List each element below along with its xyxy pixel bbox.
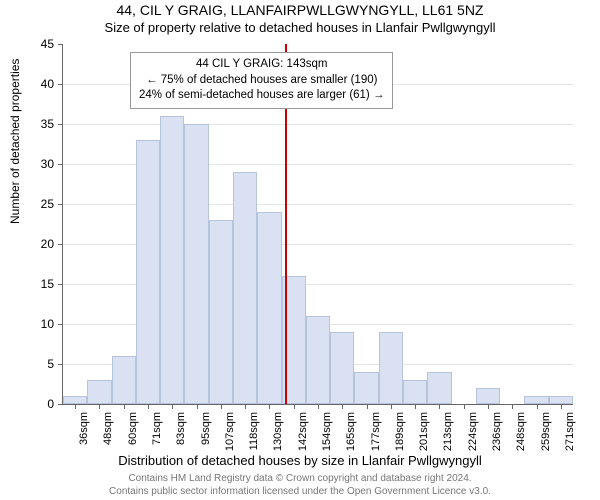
histogram-bar — [209, 220, 233, 404]
y-tick-label: 30 — [26, 157, 54, 171]
x-tick-label: 95sqm — [200, 412, 212, 462]
x-tick-label: 177sqm — [370, 412, 382, 462]
tooltip-line2: ← 75% of detached houses are smaller (19… — [139, 73, 384, 89]
x-tick-label: 48sqm — [102, 412, 114, 462]
x-tick-label: 224sqm — [467, 412, 479, 462]
histogram-bar — [354, 372, 378, 404]
y-axis-title: Number of detached properties — [8, 59, 22, 224]
histogram-bar — [87, 380, 111, 404]
y-tick-label: 0 — [26, 397, 54, 411]
histogram-bar — [427, 372, 451, 404]
chart-tooltip: 44 CIL Y GRAIG: 143sqm ← 75% of detached… — [130, 52, 393, 109]
x-tick-label: 107sqm — [224, 412, 236, 462]
footer-line1: Contains HM Land Registry data © Crown c… — [0, 473, 600, 486]
y-tick-label: 35 — [26, 117, 54, 131]
x-tick-label: 83sqm — [175, 412, 187, 462]
x-tick-label: 142sqm — [297, 412, 309, 462]
x-tick-label: 213sqm — [442, 412, 454, 462]
tooltip-line1: 44 CIL Y GRAIG: 143sqm — [139, 57, 384, 73]
y-tick-label: 40 — [26, 77, 54, 91]
histogram-bar — [184, 124, 208, 404]
x-tick-label: 165sqm — [345, 412, 357, 462]
x-tick-label: 118sqm — [248, 412, 260, 462]
histogram-bar — [160, 116, 184, 404]
y-tick-label: 5 — [26, 357, 54, 371]
histogram-bar — [330, 332, 354, 404]
x-tick-label: 248sqm — [515, 412, 527, 462]
tooltip-line3: 24% of semi-detached houses are larger (… — [139, 88, 384, 104]
x-tick-label: 259sqm — [540, 412, 552, 462]
histogram-bar — [136, 140, 160, 404]
histogram-bar — [476, 388, 500, 404]
histogram-bar — [233, 172, 257, 404]
x-tick-label: 189sqm — [394, 412, 406, 462]
x-tick-label: 236sqm — [491, 412, 503, 462]
x-tick-label: 271sqm — [564, 412, 576, 462]
page-title: 44, CIL Y GRAIG, LLANFAIRPWLLGWYNGYLL, L… — [0, 2, 600, 18]
x-tick-label: 154sqm — [321, 412, 333, 462]
histogram-bar — [63, 396, 87, 404]
y-tick-label: 45 — [26, 37, 54, 51]
y-tick-label: 20 — [26, 237, 54, 251]
x-tick-label: 201sqm — [418, 412, 430, 462]
y-tick-label: 15 — [26, 277, 54, 291]
histogram-bar — [379, 332, 403, 404]
footer-attribution: Contains HM Land Registry data © Crown c… — [0, 473, 600, 498]
histogram-bar — [112, 356, 136, 404]
x-tick-label: 130sqm — [272, 412, 284, 462]
histogram-bar — [549, 396, 573, 404]
x-tick-label: 36sqm — [78, 412, 90, 462]
x-tick-label: 71sqm — [151, 412, 163, 462]
histogram-bar — [257, 212, 281, 404]
page-subtitle: Size of property relative to detached ho… — [0, 20, 600, 35]
footer-line2: Contains public sector information licen… — [0, 486, 600, 499]
histogram-bar — [524, 396, 548, 404]
y-tick-label: 25 — [26, 197, 54, 211]
y-tick-label: 10 — [26, 317, 54, 331]
histogram-bar — [403, 380, 427, 404]
x-tick-label: 60sqm — [127, 412, 139, 462]
histogram-bar — [306, 316, 330, 404]
